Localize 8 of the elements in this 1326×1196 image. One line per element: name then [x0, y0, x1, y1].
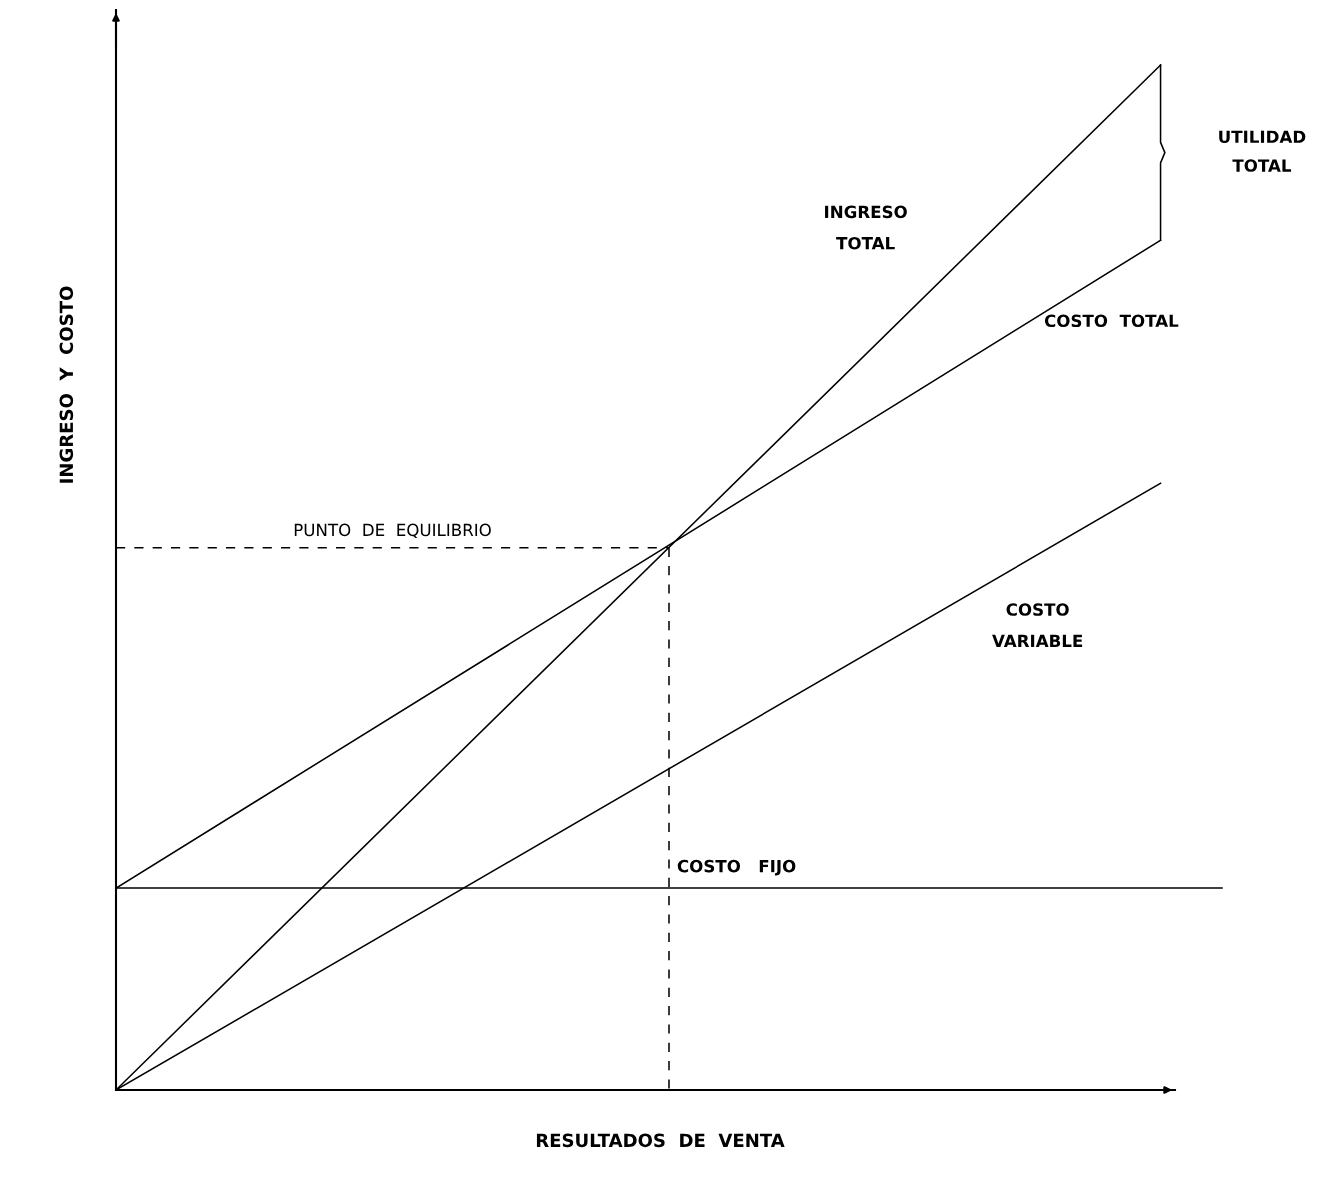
series-label: COSTO TOTAL: [1044, 314, 1179, 328]
text: INGRESO TOTAL: [825, 205, 907, 250]
x-axis-title: RESULTADOS DE VENTA: [536, 1133, 785, 1148]
y-axis-title: INGRESO Y COSTO: [59, 286, 74, 483]
annotation: UTILIDAD TOTAL: [1219, 130, 1306, 172]
series-label: COSTO VARIABLE: [992, 603, 1083, 647]
annotation: PUNTO DE EQUILIBRIO: [294, 523, 491, 539]
series-label: COSTO FIJO: [677, 859, 796, 876]
